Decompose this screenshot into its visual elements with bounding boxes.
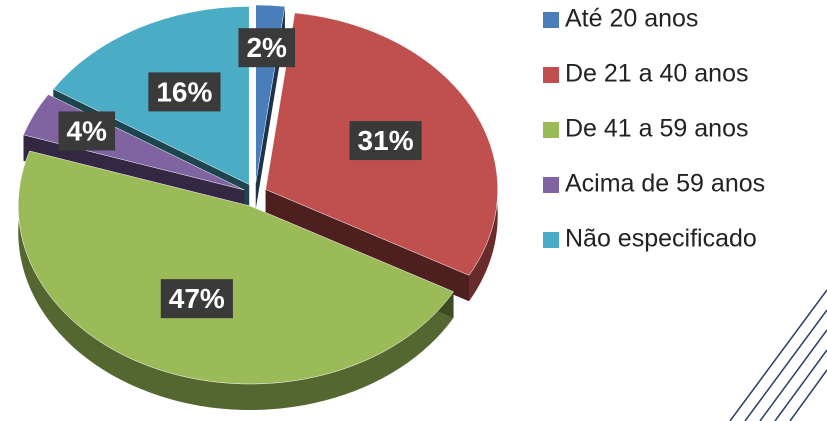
data-label: 31% xyxy=(358,125,414,156)
legend-swatch xyxy=(543,232,559,248)
legend-label: Acima de 59 anos xyxy=(565,170,765,198)
legend-label: De 21 a 40 anos xyxy=(565,60,748,88)
data-label: 47% xyxy=(169,283,225,314)
data-label-box: 2% xyxy=(238,28,296,68)
label-bg xyxy=(238,28,296,68)
data-labels: 2% 31% 47% 4% 16% xyxy=(58,28,422,319)
label-bg xyxy=(58,111,116,151)
data-label-box: 4% xyxy=(58,111,116,151)
legend-label: Não especificado xyxy=(565,225,757,253)
legend-swatch xyxy=(543,122,559,138)
legend-label: Até 20 anos xyxy=(565,5,698,33)
legend-swatch xyxy=(543,177,559,193)
data-label: 2% xyxy=(246,32,287,63)
legend-label: De 41 a 59 anos xyxy=(565,115,748,143)
legend-swatch xyxy=(543,12,559,28)
data-label: 4% xyxy=(66,115,107,146)
decoration xyxy=(729,289,827,421)
data-label-box: 16% xyxy=(148,72,221,112)
label-bg xyxy=(160,279,233,319)
label-bg xyxy=(148,72,221,112)
slice-side xyxy=(265,189,469,302)
data-label: 16% xyxy=(156,76,212,107)
slice xyxy=(18,150,454,385)
legend: Até 20 anos De 21 a 40 anos De 41 a 59 ano… xyxy=(543,5,765,253)
data-label-box: 47% xyxy=(160,279,233,319)
legend-swatch xyxy=(543,67,559,83)
data-label-box: 31% xyxy=(349,121,422,161)
label-bg xyxy=(349,121,422,161)
